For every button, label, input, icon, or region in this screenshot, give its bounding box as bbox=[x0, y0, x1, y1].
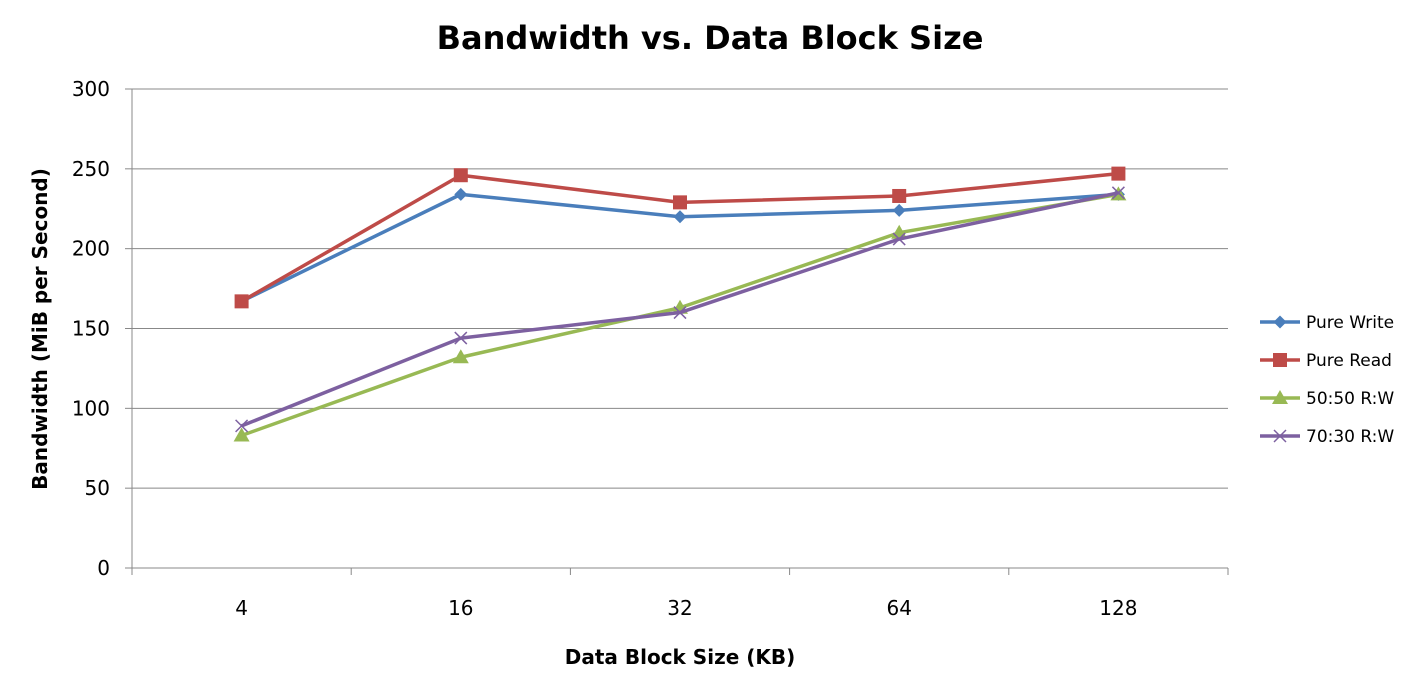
legend-item: 50:50 R:W bbox=[1260, 389, 1394, 409]
series-70-30-r-w bbox=[235, 186, 1125, 433]
data-point bbox=[454, 331, 468, 345]
data-point bbox=[234, 294, 249, 309]
legend-item: 70:30 R:W bbox=[1260, 427, 1394, 447]
data-point bbox=[1111, 186, 1125, 200]
x-tick-label: 32 bbox=[667, 596, 692, 620]
data-point bbox=[452, 349, 469, 364]
data-point bbox=[892, 232, 906, 246]
x-tick-label: 4 bbox=[235, 596, 248, 620]
legend-label: Pure Read bbox=[1306, 351, 1392, 371]
x-tick-label: 16 bbox=[448, 596, 473, 620]
series-line bbox=[241, 192, 1119, 438]
x-tick-label: 128 bbox=[1099, 596, 1137, 620]
y-tick-label: 200 bbox=[72, 237, 110, 261]
data-point bbox=[235, 419, 249, 433]
data-point bbox=[673, 210, 687, 224]
data-point bbox=[453, 168, 468, 183]
x-tick-label: 64 bbox=[886, 596, 911, 620]
y-tick-label: 150 bbox=[72, 317, 110, 341]
legend-marker bbox=[1273, 429, 1287, 443]
y-tick-label: 50 bbox=[85, 476, 110, 500]
series-group bbox=[233, 166, 1127, 442]
series-pure-read bbox=[234, 166, 1126, 309]
data-point bbox=[454, 187, 468, 201]
y-axis-title: Bandwidth (MiB per Second) bbox=[28, 168, 52, 490]
legend-item: Pure Write bbox=[1260, 313, 1394, 333]
axes bbox=[131, 89, 1229, 575]
y-tick-labels: 0 50 100 150 200 250 300 bbox=[72, 77, 110, 580]
y-tick-label: 300 bbox=[72, 77, 110, 101]
data-point bbox=[892, 188, 907, 203]
y-tick-label: 0 bbox=[97, 556, 110, 580]
chart-title: Bandwidth vs. Data Block Size bbox=[437, 19, 984, 57]
legend: Pure Write Pure Read 50:50 R:W 70:30 R:W bbox=[1260, 313, 1394, 447]
legend-item: Pure Read bbox=[1260, 351, 1392, 371]
legend-label: 70:30 R:W bbox=[1306, 427, 1394, 447]
data-point bbox=[233, 427, 250, 442]
data-point bbox=[1111, 166, 1126, 181]
y-tick-label: 250 bbox=[72, 157, 110, 181]
data-point bbox=[673, 306, 687, 320]
x-axis-title: Data Block Size (KB) bbox=[565, 645, 796, 669]
legend-marker bbox=[1273, 353, 1287, 367]
gridlines bbox=[125, 88, 1228, 569]
legend-marker bbox=[1273, 315, 1287, 329]
y-tick-label: 100 bbox=[72, 396, 110, 420]
legend-label: 50:50 R:W bbox=[1306, 389, 1394, 409]
data-point bbox=[673, 195, 687, 210]
data-point bbox=[892, 203, 906, 217]
x-tick-labels: 4 16 32 64 128 bbox=[235, 596, 1137, 620]
legend-label: Pure Write bbox=[1306, 313, 1394, 333]
legend-marker bbox=[1272, 390, 1288, 404]
